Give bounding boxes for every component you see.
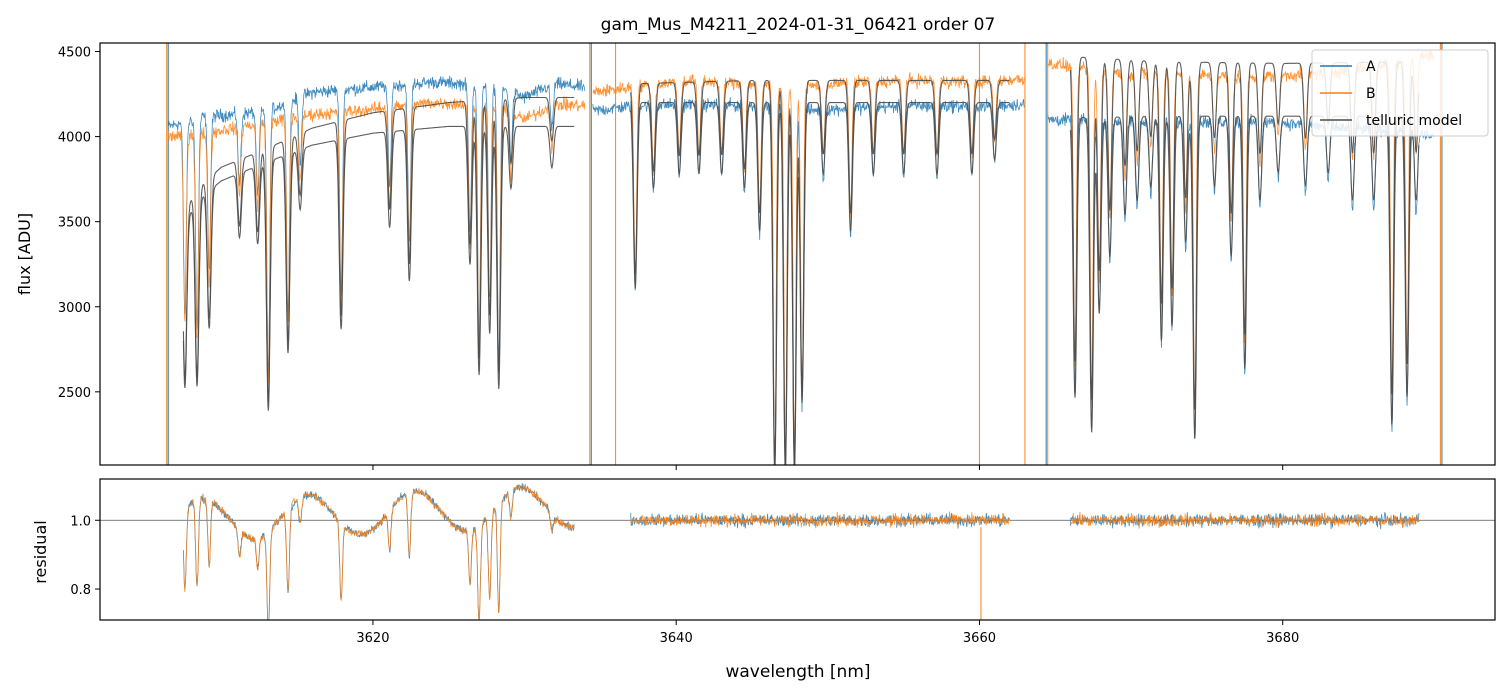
top-y-tick-label-3000: 3000 <box>58 301 91 316</box>
top-y-axis: 2500 3000 3500 4000 4500 <box>58 46 100 401</box>
legend-label-telluric: telluric model <box>1366 113 1462 129</box>
x-tick-label-3640: 3640 <box>660 631 693 646</box>
top-y-tick-label-2500: 2500 <box>58 386 91 401</box>
series-a-segment-1 <box>592 97 1025 465</box>
residual-b-segment-0 <box>183 483 575 620</box>
top-plot-area <box>166 43 1443 465</box>
series-telluric-model-segment-4 <box>1069 115 1420 439</box>
x-tick-label-3620: 3620 <box>356 631 389 646</box>
top-y-label: flux [ADU] <box>15 213 34 295</box>
residual-b-segment-1 <box>630 511 1010 529</box>
x-tick-label-3660: 3660 <box>963 631 996 646</box>
bottom-axes-frame <box>99 478 1496 621</box>
chart-title: gam_Mus_M4211_2024-01-31_06421 order 07 <box>601 15 996 35</box>
top-y-tick-label-4500: 4500 <box>58 46 91 61</box>
residual-a-segment-0 <box>183 482 575 620</box>
legend-label-b: B <box>1366 86 1376 102</box>
legend-box <box>1311 49 1489 137</box>
x-axis-label: wavelength [nm] <box>725 662 870 682</box>
top-x-ticks <box>372 465 1284 470</box>
top-y-tick-label-4000: 4000 <box>58 131 91 146</box>
top-y-tick-label-3500: 3500 <box>58 216 91 231</box>
series-telluric-model-segment-2 <box>630 102 1010 465</box>
bottom-x-axis: 3620 3640 3660 3680 <box>356 620 1299 646</box>
series-telluric-model-segment-3 <box>630 79 1010 464</box>
legend-label-a: A <box>1366 59 1376 75</box>
residual-a-segment-1 <box>630 512 1010 529</box>
x-tick-label-3680: 3680 <box>1266 631 1299 646</box>
bottom-y-tick-label-1.0: 1.0 <box>70 514 91 529</box>
bottom-y-label: residual <box>31 520 50 583</box>
bottom-y-axis: 0.8 1.0 <box>70 514 100 598</box>
bottom-plot-area <box>100 482 1495 620</box>
bottom-panel: 0.8 1.0 3620 3640 3660 3680 residual <box>31 478 1496 646</box>
series-telluric-model-segment-1 <box>182 125 575 411</box>
residual-b-segment-2 <box>1070 511 1420 529</box>
top-panel: 2500 3000 3500 4000 4500 flux [ADU] A B tell… <box>15 42 1496 470</box>
series-b-segment-0 <box>167 96 586 384</box>
series-b-segment-1 <box>592 71 1025 465</box>
legend: A B telluric model <box>1311 49 1489 137</box>
bottom-y-tick-label-0.8: 0.8 <box>70 583 91 598</box>
series-telluric-model-segment-0 <box>182 96 575 403</box>
top-axes-frame <box>99 42 1496 466</box>
